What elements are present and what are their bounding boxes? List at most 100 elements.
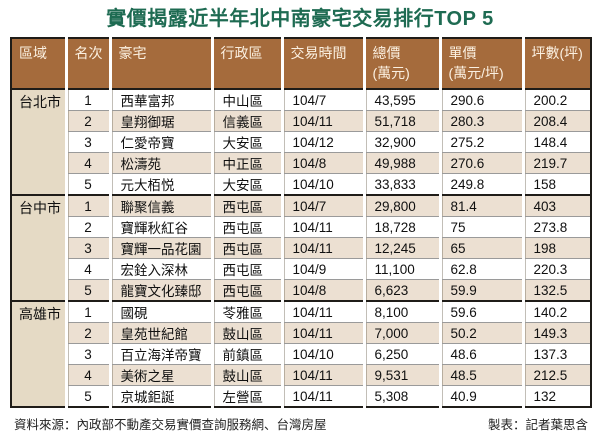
date-cell: 104/11 — [280, 364, 364, 386]
size-cell: 219.7 — [521, 152, 591, 174]
name-cell: 仁愛帝寶 — [108, 131, 212, 153]
unit-price-cell: 290.6 — [438, 88, 523, 111]
total-price-cell: 18,728 — [362, 216, 440, 238]
name-cell: 聯聚信義 — [108, 194, 212, 217]
unit-price-cell: 275.2 — [438, 131, 523, 153]
name-cell: 百立海洋帝寶 — [108, 343, 212, 365]
unit-price-cell: 270.6 — [438, 152, 523, 174]
district-cell: 大安區 — [210, 131, 282, 153]
date-cell: 104/7 — [280, 88, 364, 111]
unit-price-cell: 48.6 — [438, 343, 523, 365]
district-cell: 中正區 — [210, 152, 282, 174]
table-row: 2 皇翔御琚 信義區 104/11 51,718 280.3 208.4 — [11, 110, 591, 132]
district-cell: 鼓山區 — [210, 322, 282, 344]
table-row: 2 皇苑世紀館 鼓山區 104/11 7,000 50.2 149.3 — [11, 322, 591, 344]
unit-price-cell: 40.9 — [438, 385, 523, 407]
table-row: 4 松濤苑 中正區 104/8 49,988 270.6 219.7 — [11, 152, 591, 174]
total-price-cell: 7,000 — [362, 322, 440, 344]
size-cell: 132 — [521, 385, 591, 407]
date-cell: 104/8 — [280, 152, 364, 174]
date-cell: 104/11 — [280, 385, 364, 407]
size-cell: 137.3 — [521, 343, 591, 365]
district-cell: 中山區 — [210, 88, 282, 111]
date-cell: 104/10 — [280, 173, 364, 195]
table-row: 3 百立海洋帝寶 前鎮區 104/10 6,250 48.6 137.3 — [11, 343, 591, 365]
size-cell: 148.4 — [521, 131, 591, 153]
rank-cell: 3 — [64, 237, 110, 259]
table-row: 5 龍寶文化臻邸 西屯區 104/8 6,623 59.9 132.5 — [11, 279, 591, 301]
table-body: 台北市 1 西華富邦 中山區 104/7 43,595 290.6 200.2 2 皇翔御琚 信義區… — [11, 88, 591, 407]
credit-note: 製表：記者葉思含 — [487, 418, 588, 432]
name-cell: 國硯 — [108, 300, 212, 323]
region-cell: 台中市 — [11, 194, 66, 301]
column-header: 坪數(坪) — [521, 38, 591, 90]
unit-price-cell: 50.2 — [438, 322, 523, 344]
column-header: 交易時間 — [280, 38, 364, 90]
rank-cell: 2 — [64, 322, 110, 344]
table-row: 4 宏銓入深林 西屯區 104/9 11,100 62.8 220.3 — [11, 258, 591, 280]
column-header: 豪宅 — [108, 38, 212, 90]
size-cell: 198 — [521, 237, 591, 259]
district-cell: 苓雅區 — [210, 300, 282, 323]
date-cell: 104/11 — [280, 216, 364, 238]
total-price-cell: 6,623 — [362, 279, 440, 301]
name-cell: 皇翔御琚 — [108, 110, 212, 132]
table-row: 4 美術之星 鼓山區 104/11 9,531 48.5 212.5 — [11, 364, 591, 386]
name-cell: 皇苑世紀館 — [108, 322, 212, 344]
column-header: 總價 (萬元) — [362, 38, 440, 90]
size-cell: 158 — [521, 173, 591, 195]
total-price-cell: 6,250 — [362, 343, 440, 365]
district-cell: 前鎮區 — [210, 343, 282, 365]
size-cell: 149.3 — [521, 322, 591, 344]
table-row: 台中市 1 聯聚信義 西屯區 104/7 29,800 81.4 403 — [11, 194, 591, 301]
footer: 資料來源：內政部不動產交易實價查詢服務網、台灣房屋 製表：記者葉思含 — [10, 414, 590, 433]
name-cell: 元大栢悦 — [108, 173, 212, 195]
unit-price-cell: 59.6 — [438, 300, 523, 323]
rank-cell: 4 — [64, 258, 110, 280]
rank-cell: 3 — [64, 343, 110, 365]
column-header: 區域 — [11, 38, 66, 90]
rank-cell: 3 — [64, 131, 110, 153]
rank-cell: 4 — [64, 364, 110, 386]
date-cell: 104/10 — [280, 343, 364, 365]
unit-price-cell: 59.9 — [438, 279, 523, 301]
district-cell: 信義區 — [210, 110, 282, 132]
table-header-row: 區域 名次 豪宅 行政區 交易時間 總價 (萬元) 單價 (萬元/坪) 坪數(坪) — [11, 38, 591, 90]
total-price-cell: 8,100 — [362, 300, 440, 323]
total-price-cell: 5,308 — [362, 385, 440, 407]
name-cell: 寶輝秋紅谷 — [108, 216, 212, 238]
size-cell: 273.8 — [521, 216, 591, 238]
name-cell: 京城鉅誕 — [108, 385, 212, 407]
table-row: 3 寶輝一品花園 西屯區 104/11 12,245 65 198 — [11, 237, 591, 259]
size-cell: 140.2 — [521, 300, 591, 323]
table-row: 2 寶輝秋紅谷 西屯區 104/11 18,728 75 273.8 — [11, 216, 591, 238]
size-cell: 132.5 — [521, 279, 591, 301]
district-cell: 大安區 — [210, 173, 282, 195]
date-cell: 104/8 — [280, 279, 364, 301]
unit-price-cell: 75 — [438, 216, 523, 238]
size-cell: 220.3 — [521, 258, 591, 280]
table-row: 台北市 1 西華富邦 中山區 104/7 43,595 290.6 200.2 — [11, 88, 591, 195]
size-cell: 403 — [521, 194, 591, 217]
unit-price-cell: 65 — [438, 237, 523, 259]
unit-price-cell: 81.4 — [438, 194, 523, 217]
district-cell: 西屯區 — [210, 216, 282, 238]
rank-cell: 1 — [64, 88, 110, 111]
rank-cell: 1 — [64, 194, 110, 217]
name-cell: 美術之星 — [108, 364, 212, 386]
date-cell: 104/7 — [280, 194, 364, 217]
data-source-note: 資料來源：內政部不動產交易實價查詢服務網、台灣房屋 — [14, 418, 327, 432]
rank-cell: 5 — [64, 385, 110, 407]
rank-cell: 2 — [64, 216, 110, 238]
rank-cell: 4 — [64, 152, 110, 174]
table-row: 5 京城鉅誕 左營區 104/11 5,308 40.9 132 — [11, 385, 591, 407]
date-cell: 104/11 — [280, 110, 364, 132]
name-cell: 龍寶文化臻邸 — [108, 279, 212, 301]
total-price-cell: 32,900 — [362, 131, 440, 153]
column-header: 行政區 — [210, 38, 282, 90]
name-cell: 宏銓入深林 — [108, 258, 212, 280]
district-cell: 西屯區 — [210, 194, 282, 217]
total-price-cell: 9,531 — [362, 364, 440, 386]
unit-price-cell: 48.5 — [438, 364, 523, 386]
